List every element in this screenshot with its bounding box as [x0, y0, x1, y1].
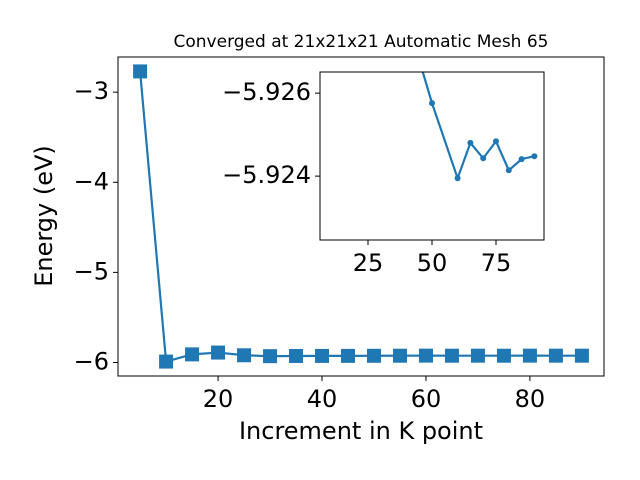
marker [470, 348, 485, 363]
chart-title: Converged at 21x21x21 Automatic Mesh 65 [174, 32, 549, 52]
marker [418, 348, 433, 363]
y-axis-label: Energy (eV) [30, 145, 58, 287]
marker [289, 348, 304, 363]
plot-area [320, 72, 544, 240]
marker [159, 354, 174, 369]
marker [467, 139, 474, 146]
y-tick-label: −3 [74, 77, 109, 105]
marker [505, 167, 512, 174]
marker [392, 348, 407, 363]
marker [574, 348, 589, 363]
marker [185, 347, 200, 362]
marker [315, 348, 330, 363]
y-tick-label: −5.926 [222, 78, 311, 106]
marker [237, 348, 252, 363]
marker [341, 348, 356, 363]
y-tick-label: −6 [74, 347, 109, 375]
x-tick-label: 25 [353, 249, 384, 277]
marker [263, 349, 278, 364]
marker [454, 175, 461, 182]
marker [531, 153, 538, 160]
y-tick-label: −5.924 [222, 161, 311, 189]
x-tick-label: 75 [481, 249, 512, 277]
marker [366, 348, 381, 363]
x-tick-label: 20 [203, 385, 234, 413]
axes-frame [319, 71, 545, 241]
marker [480, 155, 487, 162]
marker [518, 156, 525, 163]
x-axis-label: Increment in K point [239, 417, 483, 445]
x-tick-label: 40 [307, 385, 338, 413]
marker [444, 348, 459, 363]
marker [496, 348, 511, 363]
series-group [133, 64, 589, 369]
x-tick-label: 60 [411, 385, 442, 413]
marker [133, 64, 148, 79]
axes-frame [117, 56, 605, 377]
marker [522, 348, 537, 363]
marker [493, 138, 499, 145]
x-tick-label: 50 [417, 249, 448, 277]
marker [548, 348, 563, 363]
series-group [421, 72, 538, 182]
y-tick-label: −5 [74, 257, 109, 285]
marker [211, 345, 226, 360]
marker [429, 100, 435, 107]
y-tick-label: −4 [74, 167, 109, 195]
x-tick-label: 80 [515, 385, 546, 413]
